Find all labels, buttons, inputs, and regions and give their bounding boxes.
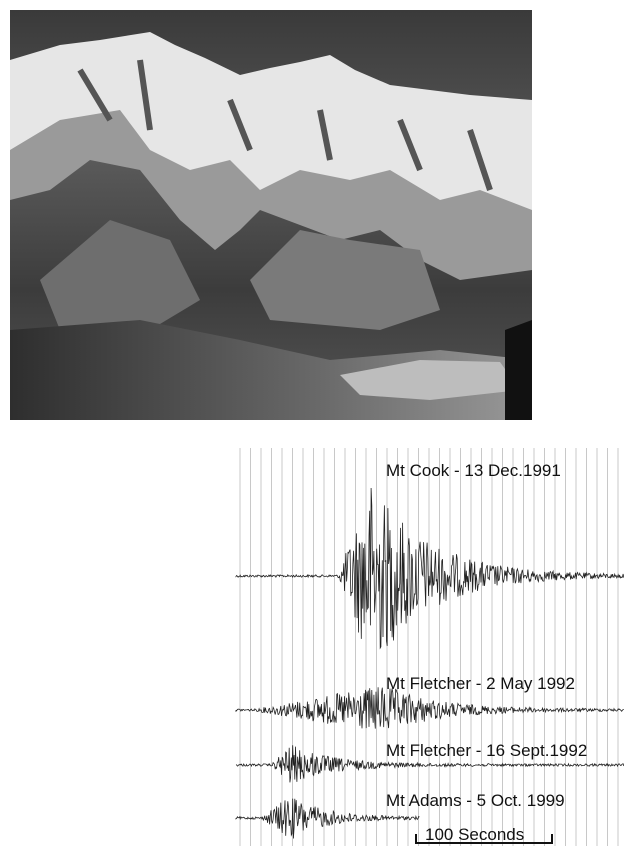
scale-label: 100 Seconds xyxy=(425,825,524,844)
trace-label: Mt Fletcher - 2 May 1992 xyxy=(386,674,575,693)
trace-label: Mt Fletcher - 16 Sept.1992 xyxy=(386,741,587,760)
page: Mt Cook - 13 Dec.1991 Mt Fletcher - 2 Ma… xyxy=(0,0,624,851)
figure: Mt Cook - 13 Dec.1991 Mt Fletcher - 2 Ma… xyxy=(0,0,624,846)
trace-label: Mt Cook - 13 Dec.1991 xyxy=(386,461,561,480)
seismogram-grid xyxy=(240,448,618,846)
mountain-photo xyxy=(10,10,532,420)
trace-label: Mt Adams - 5 Oct. 1999 xyxy=(386,791,565,810)
